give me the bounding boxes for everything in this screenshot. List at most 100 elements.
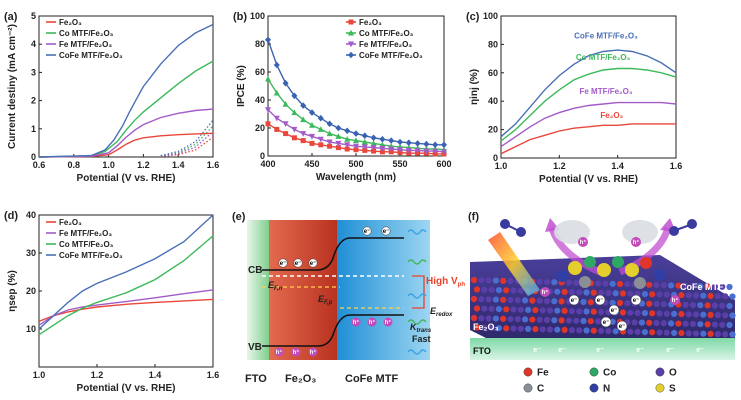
x-tick-label: 1.2 (137, 160, 150, 170)
lattice-atom (488, 286, 495, 293)
axes-frame (500, 15, 677, 159)
hole (274, 347, 284, 357)
electron-text: e⁻ (310, 261, 317, 267)
lattice-atom (649, 310, 656, 317)
data-point (344, 146, 350, 152)
series-line (500, 123, 676, 155)
y-tick-label: 3 (31, 67, 36, 77)
panel-label: (a) (4, 11, 18, 23)
y-tick-label: 10 (26, 324, 36, 334)
lattice-atom (616, 280, 624, 288)
ktrans-label: Ktrans (410, 322, 432, 334)
f-label-fto: FTO (473, 346, 491, 356)
fast-label: Fast (412, 334, 431, 344)
lattice-atom (580, 298, 587, 306)
legend-atom-swatch (589, 367, 599, 377)
lattice-atom (685, 330, 692, 337)
lattice-atom (729, 293, 736, 300)
lattice-atom (700, 292, 707, 299)
x-axis-label: Potential (V vs. RHE) (539, 174, 638, 185)
data-point (300, 102, 307, 109)
lattice-atom (554, 307, 561, 314)
data-point (371, 148, 377, 154)
lattice-atom (719, 321, 726, 328)
legend-atom-label: N (603, 384, 610, 395)
svg-text:h⁺: h⁺ (672, 297, 679, 304)
series-line (38, 214, 214, 330)
lattice-atom (492, 315, 499, 322)
lattice-atom (485, 277, 492, 284)
x-tick-label: 1.4 (611, 161, 624, 171)
hole (367, 317, 377, 327)
lattice-atom (675, 320, 682, 327)
organic-cloud-right (622, 220, 658, 244)
data-point (274, 126, 280, 132)
data-point (309, 109, 315, 116)
y-axis-label: ηsep (%) (7, 270, 18, 312)
data-point (300, 116, 307, 123)
lattice-atom (507, 296, 514, 304)
lattice-atom (634, 309, 641, 316)
data-point (370, 145, 377, 151)
chart-a: (a) 0.6 0.8 1.0 1.2 1.4 1.6 0 1 2 3 4 5 Potential (V … (4, 11, 219, 184)
series-inline-label: Fe₂O₃ (600, 111, 623, 120)
data-point (388, 146, 395, 153)
x-tick-label: 1.0 (495, 161, 508, 171)
lattice-atom (590, 289, 597, 296)
region-label-fe2o3: Fe₂O₃ (285, 373, 316, 385)
lattice-atom (700, 330, 707, 337)
n2-molecule-left (500, 219, 526, 237)
y-tick-label: 60 (488, 68, 498, 78)
legend-atom-swatch (655, 367, 665, 377)
series-line (38, 108, 214, 158)
lattice-atom (653, 281, 660, 289)
lattice-atom (671, 329, 678, 336)
series-line (38, 60, 214, 158)
y-tick-label: 40 (488, 96, 498, 106)
data-point (370, 140, 377, 146)
lattice-atom (478, 315, 485, 322)
lattice-atom (583, 308, 590, 315)
data-point (344, 127, 351, 135)
legend-entry: Fe₂O₃ (59, 218, 82, 227)
data-point (291, 109, 298, 116)
light-wave-icons (407, 229, 427, 355)
electron (362, 226, 372, 236)
data-point (362, 147, 368, 153)
svg-text:e⁻: e⁻ (666, 347, 674, 354)
lattice-atom (558, 317, 565, 324)
data-point (283, 131, 289, 137)
x-tick-label: 1.4 (172, 160, 185, 170)
legend-marker (348, 51, 354, 59)
lattice-atom (510, 325, 517, 332)
lattice-atom (561, 326, 568, 333)
lattice-atom (692, 311, 700, 318)
legend-entry: Fe₂O₃ (359, 18, 382, 27)
mtf-cluster (556, 256, 666, 289)
lattice-atom (697, 321, 704, 328)
panel-label: (c) (466, 11, 480, 23)
lattice-atom (612, 290, 619, 297)
lattice-atom (546, 307, 554, 314)
x-tick-label: 1.0 (102, 160, 115, 170)
data-point (326, 130, 333, 137)
lattice-atom (565, 317, 573, 324)
reaction-arrow-left (548, 226, 602, 276)
hole (308, 347, 318, 357)
data-point (353, 143, 359, 150)
lattice-atom (573, 317, 580, 324)
x-tick-label: 1.6 (670, 161, 683, 171)
lattice-atom (580, 317, 587, 325)
lattice-atom (481, 305, 488, 312)
lattice-atom (663, 291, 670, 298)
lattice-atom (714, 293, 722, 300)
lattice-atom (522, 316, 529, 323)
y-tick-label: 80 (488, 39, 498, 49)
lattice-atom (682, 282, 689, 289)
legend-atom-label: O (669, 368, 677, 379)
svg-text:e⁻: e⁻ (533, 347, 541, 354)
data-point (282, 79, 289, 87)
vb-line (262, 314, 404, 347)
lattice-atom (529, 316, 536, 323)
